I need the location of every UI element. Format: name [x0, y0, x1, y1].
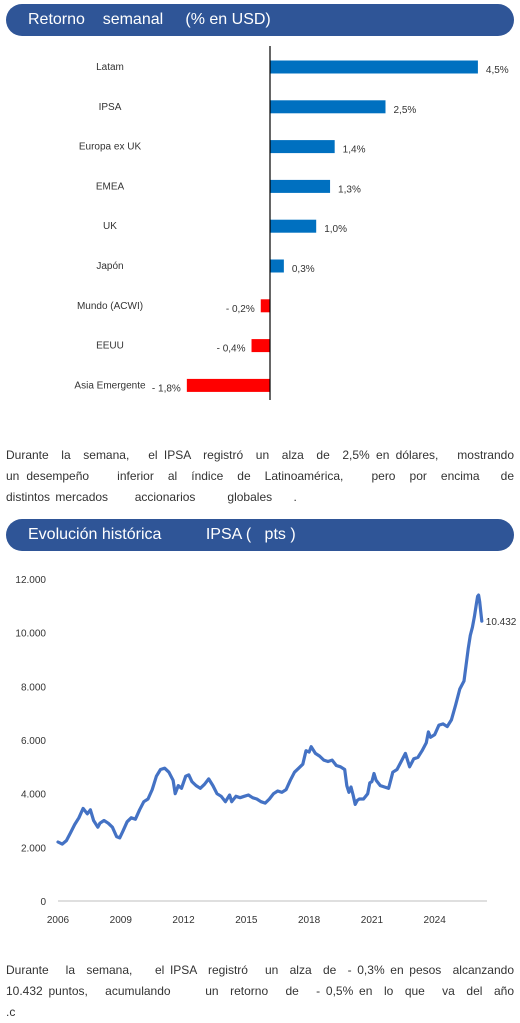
x-tick-label: 2009: [110, 915, 133, 926]
section-header-weekly-return: Retorno semanal (% en USD): [6, 4, 514, 36]
bar-value-label: 0,3%: [292, 264, 315, 275]
bar-8: [186, 378, 270, 392]
bar-5: [270, 259, 284, 273]
y-tick-label: 4.000: [21, 790, 46, 801]
last-value-label: 10.432: [486, 617, 517, 628]
weekly-return-commentary: Durante la semana, el IPSA registró un a…: [6, 448, 514, 504]
bar-category-label: Japón: [96, 261, 123, 272]
y-tick-label: 8.000: [21, 682, 46, 693]
section-header-ipsa-history: Evolución histórica IPSA ( pts ): [6, 519, 514, 551]
bar-category-label: Latam: [96, 62, 124, 73]
bar-category-label: EMEA: [96, 181, 125, 192]
bar-value-label: 2,5%: [394, 105, 417, 116]
bar-value-label: - 1,8%: [152, 383, 181, 394]
weekly-return-bar-chart: Latam 4,5% IPSA 2,5% Europa ex UK 1,4% EMEA 1,3…: [74, 46, 509, 400]
bar-value-label: 4,5%: [486, 65, 509, 76]
ipsa-series-line: [56, 593, 484, 846]
bar-1: [270, 100, 386, 114]
bar-2: [270, 140, 335, 154]
y-tick-label: 12.000: [15, 575, 46, 586]
ipsa-history-line-chart: 0 2.000 4.000 6.000 8.000 10.000 12.000 2006 200…: [15, 575, 517, 926]
ipsa-history-commentary: Durante la semana, el IPSA registró un a…: [6, 963, 514, 1019]
y-tick-label: 6.000: [21, 736, 46, 747]
y-tick-label: 0: [40, 897, 46, 908]
x-tick-label: 2024: [424, 915, 447, 926]
bar-6: [260, 299, 270, 313]
bar-category-label: UK: [103, 221, 117, 232]
bar-0: [270, 60, 478, 74]
bar-value-label: 1,3%: [338, 184, 361, 195]
bar-7: [251, 339, 270, 353]
bar-category-label: EEUU: [96, 341, 124, 352]
bar-category-label: Europa ex UK: [79, 142, 142, 153]
bar-3: [270, 179, 331, 193]
bar-value-label: - 0,4%: [217, 344, 246, 355]
bar-category-label: Mundo (ACWI): [77, 301, 143, 312]
bar-value-label: 1,0%: [324, 224, 347, 235]
x-tick-label: 2015: [235, 915, 258, 926]
x-tick-label: 2006: [47, 915, 70, 926]
bar-4: [270, 219, 317, 233]
y-tick-label: 2.000: [21, 843, 46, 854]
y-tick-label: 10.000: [15, 629, 46, 640]
bar-value-label: 1,4%: [343, 145, 366, 156]
bar-value-label: - 0,2%: [226, 304, 255, 315]
x-tick-label: 2021: [361, 915, 384, 926]
x-tick-label: 2018: [298, 915, 321, 926]
x-tick-label: 2012: [172, 915, 195, 926]
bar-category-label: IPSA: [99, 102, 122, 113]
bar-category-label: Asia Emergente: [74, 380, 146, 391]
